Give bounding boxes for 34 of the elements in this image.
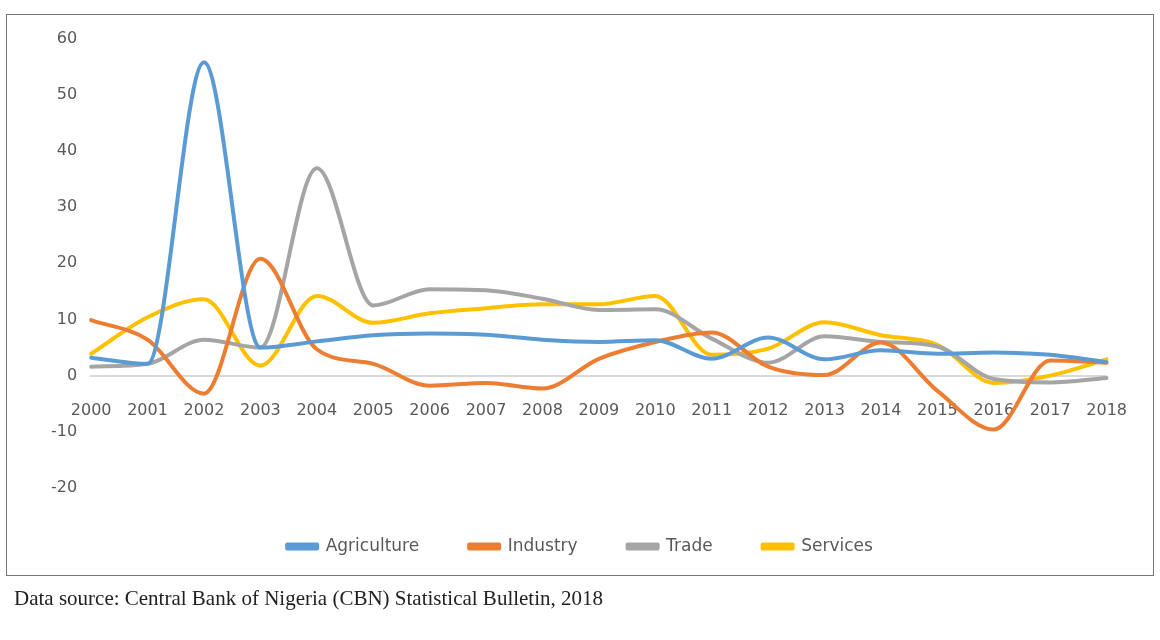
y-tick-label: 40	[56, 140, 78, 160]
x-tick-label: 2006	[409, 400, 450, 420]
x-tick-label: 2013	[804, 400, 845, 420]
x-tick-label: 2003	[240, 400, 281, 420]
source-note: Data source: Central Bank of Nigeria (CBN) Statistical Bulletin, 2018	[14, 586, 604, 611]
x-tick-label: 2009	[578, 400, 620, 420]
line-series	[89, 166, 1109, 385]
x-tick-label: 2004	[296, 400, 338, 420]
x-tick-label: 2001	[127, 400, 168, 420]
x-tick-label: 2000	[70, 400, 112, 420]
y-tick-label: 50	[56, 83, 78, 103]
y-tick-label: 10	[56, 308, 78, 328]
x-tick-label: 2005	[352, 400, 394, 420]
y-tick-label: 0	[66, 364, 78, 384]
x-tick-label: 2007	[465, 400, 507, 420]
x-tick-label: 2012	[747, 400, 789, 420]
x-tick-label: 2008	[522, 400, 563, 420]
legend-label: Industry	[507, 534, 578, 555]
x-tick-label: 2017	[1029, 400, 1071, 420]
x-tick-label: 2010	[634, 400, 676, 420]
y-tick-label: 60	[56, 27, 78, 47]
y-tick-label: 20	[56, 252, 78, 272]
line-series	[89, 60, 1109, 366]
x-tick-label: 2015	[917, 400, 958, 420]
y-tick-label: 30	[56, 196, 78, 216]
legend-label: Agriculture	[325, 534, 420, 555]
legend-label: Trade	[665, 534, 713, 555]
y-tick-label: -10	[50, 420, 78, 440]
x-tick-label: 2002	[183, 400, 225, 420]
legend-label: Services	[801, 534, 873, 555]
x-tick-label: 2014	[860, 400, 902, 420]
y-tick-label: -20	[50, 477, 78, 497]
x-tick-label: 2018	[1086, 400, 1127, 420]
x-tick-label: 2011	[691, 400, 733, 420]
